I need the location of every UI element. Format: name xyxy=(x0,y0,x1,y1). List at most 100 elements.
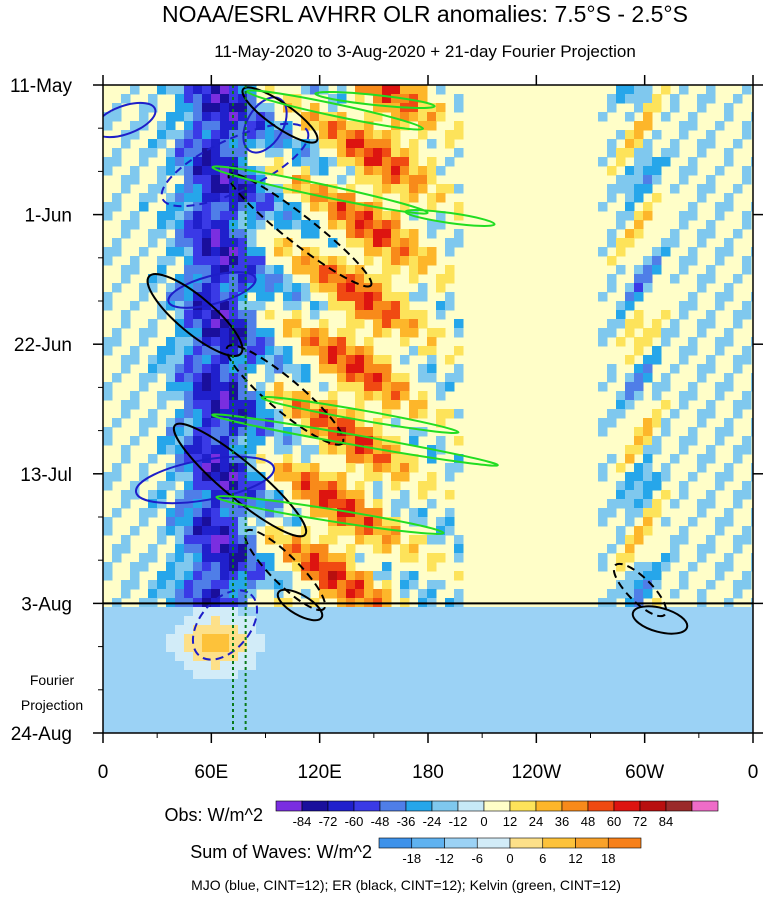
field-cell xyxy=(328,112,338,122)
projection-cell xyxy=(751,715,753,725)
field-cell xyxy=(337,85,347,95)
projection-cell xyxy=(202,724,212,733)
projection-cell xyxy=(202,679,212,689)
field-cell xyxy=(346,544,356,554)
field-cell xyxy=(751,553,753,563)
projection-cell xyxy=(616,688,626,698)
projection-cell xyxy=(517,706,527,716)
field-cell xyxy=(382,310,392,320)
field-cell xyxy=(436,517,446,527)
field-cell xyxy=(229,337,239,347)
projection-cell xyxy=(247,643,257,653)
field-cell xyxy=(184,85,194,95)
field-cell xyxy=(301,346,311,356)
projection-cell xyxy=(112,706,122,716)
field-cell xyxy=(598,157,608,167)
field-cell xyxy=(454,364,464,374)
field-cell xyxy=(211,364,221,374)
field-cell xyxy=(157,211,167,221)
projection-cell xyxy=(112,607,122,617)
field-cell xyxy=(355,292,365,302)
field-cell xyxy=(724,202,734,212)
field-cell xyxy=(238,157,248,167)
projection-cell xyxy=(724,634,734,644)
projection-cell xyxy=(373,607,383,617)
projection-cell xyxy=(355,697,365,707)
projection-cell xyxy=(724,715,734,725)
field-cell xyxy=(337,409,347,419)
field-cell xyxy=(238,382,248,392)
field-cell xyxy=(292,148,302,158)
colorbar-tick-label: -60 xyxy=(345,814,364,829)
projection-cell xyxy=(688,697,698,707)
projection-cell xyxy=(373,724,383,733)
field-cell xyxy=(382,247,392,257)
projection-cell xyxy=(715,670,725,680)
field-cell xyxy=(238,391,248,401)
field-cell xyxy=(121,265,131,275)
field-cell xyxy=(715,472,725,482)
field-cell xyxy=(292,310,302,320)
field-cell xyxy=(157,481,167,491)
projection-cell xyxy=(616,616,626,626)
field-cell xyxy=(229,391,239,401)
field-cell xyxy=(256,571,266,581)
field-cell xyxy=(391,463,401,473)
field-cell xyxy=(661,373,671,383)
projection-cell xyxy=(508,643,518,653)
projection-cell xyxy=(463,625,473,635)
projection-cell xyxy=(589,688,599,698)
projection-cell xyxy=(301,634,311,644)
field-cell xyxy=(706,220,716,230)
projection-cell xyxy=(481,616,491,626)
projection-cell xyxy=(652,652,662,662)
field-cell xyxy=(373,364,383,374)
projection-cell xyxy=(283,607,293,617)
field-cell xyxy=(688,427,698,437)
field-cell xyxy=(175,490,185,500)
projection-cell xyxy=(274,616,284,626)
field-cell xyxy=(706,274,716,284)
field-cell xyxy=(625,553,635,563)
field-cell xyxy=(454,454,464,464)
projection-cell xyxy=(283,706,293,716)
field-cell xyxy=(724,427,734,437)
field-cell xyxy=(220,157,230,167)
projection-cell xyxy=(463,679,473,689)
projection-cell xyxy=(391,616,401,626)
field-cell xyxy=(193,220,203,230)
projection-cell xyxy=(670,625,680,635)
projection-cell xyxy=(634,679,644,689)
projection-cell xyxy=(436,724,446,733)
field-cell xyxy=(418,175,428,185)
field-cell xyxy=(382,184,392,194)
field-cell xyxy=(175,535,185,545)
field-cell xyxy=(229,301,239,311)
projection-cell xyxy=(634,715,644,725)
field-cell xyxy=(328,391,338,401)
field-cell xyxy=(625,382,635,392)
field-cell xyxy=(211,382,221,392)
field-cell xyxy=(337,148,347,158)
projection-cell xyxy=(391,661,401,671)
field-cell xyxy=(409,193,419,203)
mjo-contour xyxy=(191,589,259,661)
field-cell xyxy=(301,112,311,122)
field-cell xyxy=(220,517,230,527)
field-cell xyxy=(436,391,446,401)
field-cell xyxy=(400,256,410,266)
projection-cell xyxy=(319,661,329,671)
field-cell xyxy=(220,238,230,248)
field-cell xyxy=(328,562,338,572)
projection-cell xyxy=(607,652,617,662)
field-cell xyxy=(652,166,662,176)
field-cell xyxy=(319,445,329,455)
projection-cell xyxy=(373,697,383,707)
x-tick-label: 180 xyxy=(412,762,444,783)
projection-cell xyxy=(175,634,185,644)
field-cell xyxy=(697,238,707,248)
projection-cell xyxy=(733,706,743,716)
projection-cell xyxy=(364,643,374,653)
projection-cell xyxy=(688,661,698,671)
projection-cell xyxy=(742,616,752,626)
